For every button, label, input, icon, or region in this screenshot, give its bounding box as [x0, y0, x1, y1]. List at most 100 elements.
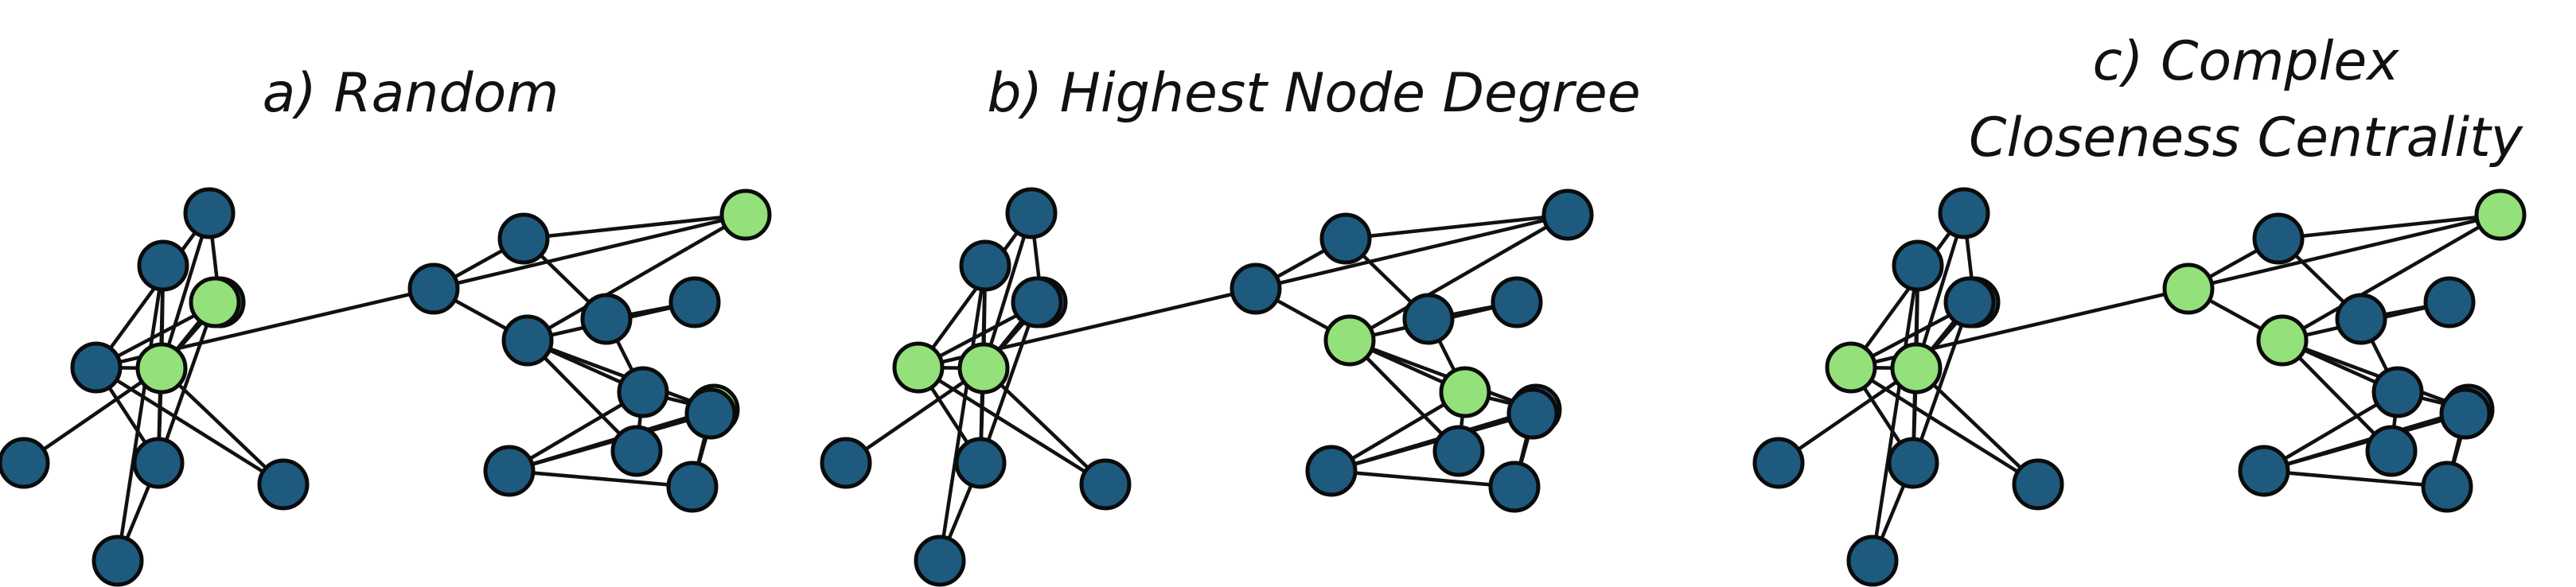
panel-title-line: a) Random [263, 62, 559, 125]
graph-edge [2280, 212, 2503, 343]
graph-edge [1914, 366, 2040, 487]
graph-node [1752, 437, 1805, 489]
graph-edge [525, 212, 748, 343]
graph-edge [978, 300, 1039, 465]
graph-node [959, 239, 1011, 292]
graph-node [70, 341, 123, 394]
graph-edge [1849, 365, 2040, 487]
graph-edge [2276, 212, 2503, 241]
graph-node [2371, 366, 2424, 418]
graph-node [1506, 387, 1559, 440]
graph-node [0, 437, 50, 489]
graph-node [183, 187, 236, 239]
graph-node [668, 276, 721, 328]
graph-node [2423, 276, 2476, 328]
graph-edge [2262, 468, 2449, 489]
graph-edge [1253, 212, 1570, 291]
graph-edge [1347, 338, 1461, 453]
graph-node [1319, 212, 1372, 265]
graph-edge [1347, 338, 1538, 412]
selected-node [892, 341, 945, 394]
graph-node [2365, 425, 2418, 477]
edge-layer [1776, 211, 2503, 563]
graph-edge [525, 338, 639, 453]
graph-node [580, 293, 633, 345]
graph-edge [525, 338, 716, 412]
graph-edge [1329, 468, 1517, 489]
graph-node [1846, 535, 1899, 587]
graph-node [483, 445, 536, 497]
graph-node [1938, 187, 1990, 239]
graph-edge [916, 211, 1034, 370]
graph-node [132, 437, 185, 489]
graph-node [954, 437, 1007, 489]
graph-node [137, 239, 189, 292]
panel-title-line: c) Complex [2093, 30, 2400, 93]
graph-edge [431, 212, 748, 291]
graph-edge [1914, 211, 1966, 371]
graph-edge [2280, 338, 2394, 453]
graph-edge [159, 211, 212, 371]
graph-edge [1870, 263, 1920, 563]
selected-node [2256, 314, 2309, 367]
graph-node [2421, 461, 2473, 513]
graph-edge [2262, 411, 2468, 473]
graph-node [1432, 425, 1485, 477]
graph-edge [2280, 338, 2471, 412]
graph-node [1079, 458, 1132, 511]
graph-edge [1343, 212, 1570, 241]
node-layer [0, 187, 772, 587]
selected-node [1439, 366, 1491, 418]
graph-node [1491, 276, 1543, 328]
graph-edge [1347, 212, 1570, 343]
graph-node [914, 535, 966, 587]
graph-node [1402, 293, 1455, 345]
graph-node [1541, 189, 1594, 241]
panel-title-line: Closeness Centrality [1969, 107, 2523, 169]
graph-edge [1911, 300, 1972, 465]
graph-edge [844, 366, 986, 465]
graph-edge [1776, 366, 1919, 465]
graph-node [617, 366, 669, 418]
graph-edge [159, 366, 286, 487]
graph-node [407, 262, 460, 315]
graph-edge [937, 263, 988, 563]
graph-edge [1849, 211, 1966, 370]
graph-node [2238, 445, 2290, 497]
graph-edge [1329, 411, 1535, 473]
selected-node [1825, 341, 1877, 394]
graph-node [2439, 387, 2492, 440]
graph-node [2012, 458, 2064, 511]
graph-edge [981, 366, 1108, 487]
graph-edge [115, 263, 166, 563]
selected-node [189, 276, 241, 328]
graph-edge [2186, 212, 2503, 291]
selected-node [719, 189, 772, 241]
graph-node [2335, 293, 2387, 345]
graph-edge [94, 211, 212, 370]
graph-node [1011, 276, 1063, 328]
panel-random: a) Random [0, 62, 772, 587]
graph-edge [156, 300, 217, 465]
panel-highest-node-degree: b) Highest Node Degree [820, 62, 1641, 587]
graph-node [820, 437, 872, 489]
selected-node [2162, 262, 2215, 315]
panel-complex-closeness-centrality: c) Complex Closeness Centrality [1752, 30, 2527, 587]
graph-node [1943, 276, 1996, 328]
graph-edge [21, 366, 164, 465]
graph-edge [507, 411, 713, 473]
graph-edge [916, 365, 1108, 487]
graph-node [1892, 239, 1944, 292]
graph-edge [521, 212, 748, 241]
selected-node [135, 342, 188, 395]
graph-node [610, 425, 663, 477]
graph-node [666, 461, 719, 513]
graph-node [501, 314, 554, 367]
selected-node [957, 342, 1010, 395]
panel-title-line: b) Highest Node Degree [987, 62, 1640, 125]
graph-node [1887, 437, 1939, 489]
node-layer [820, 187, 1594, 587]
selected-node [1323, 314, 1376, 367]
graph-edge [94, 365, 286, 487]
graph-node [1005, 187, 1058, 239]
